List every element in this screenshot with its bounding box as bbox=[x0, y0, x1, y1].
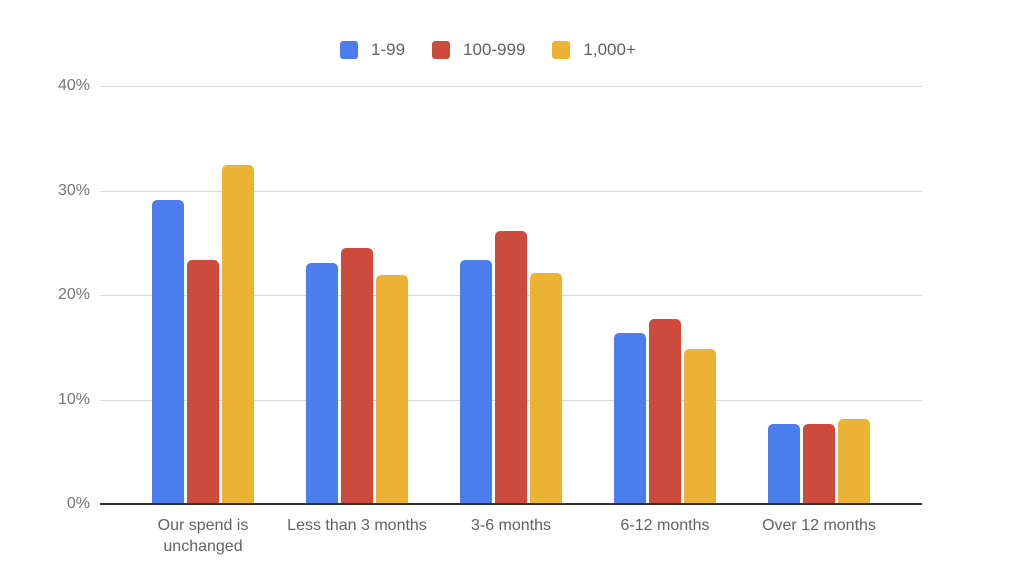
bar-group-4 bbox=[614, 319, 716, 504]
x-axis-category-label: Our spend is unchanged bbox=[157, 517, 249, 555]
bar-group-5 bbox=[768, 419, 870, 504]
legend-swatch-icon bbox=[552, 41, 571, 59]
legend-label: 1,000+ bbox=[583, 40, 636, 59]
bar-g4-s3 bbox=[684, 349, 716, 504]
y-axis-tick-label: 30% bbox=[57, 181, 90, 199]
legend-label: 100-999 bbox=[463, 40, 526, 59]
y-axis-tick-label: 0% bbox=[66, 495, 90, 512]
x-axis-category-label: 6-12 months bbox=[620, 517, 710, 534]
bar-g4-s1 bbox=[614, 332, 646, 504]
bar-group-3 bbox=[460, 231, 562, 504]
x-axis-category-label: Less than 3 months bbox=[287, 517, 427, 534]
legend-item-2: 100-999 bbox=[432, 40, 525, 60]
legend: 1-99 100-999 1,000+ bbox=[340, 40, 636, 60]
x-axis-category-label: 3-6 months bbox=[470, 517, 552, 534]
bar-g3-s2 bbox=[495, 231, 527, 504]
bar-g2-s2 bbox=[341, 248, 373, 504]
x-axis-baseline bbox=[100, 503, 922, 505]
bar-g2-s1 bbox=[306, 262, 338, 504]
legend-swatch-icon bbox=[340, 41, 358, 59]
y-axis-tick-label: 20% bbox=[57, 286, 90, 303]
gridline-40% bbox=[100, 86, 922, 87]
x-axis-category-label: Over 12 months bbox=[762, 517, 876, 534]
bar-g5-s2 bbox=[803, 423, 835, 504]
bar-g2-s3 bbox=[376, 275, 408, 504]
legend-item-1: 1-99 bbox=[340, 40, 405, 60]
y-axis-tick-label: 10% bbox=[57, 390, 90, 408]
legend-item-3: 1,000+ bbox=[552, 40, 636, 60]
bar-g3-s3 bbox=[530, 273, 562, 504]
bar-g4-s2 bbox=[649, 319, 681, 504]
plot-area: 40% 30% 20% 10% 0% Our spend is unchanged Less… bbox=[58, 77, 922, 555]
bar-g5-s3 bbox=[838, 419, 870, 504]
gridline-30% bbox=[100, 190, 922, 192]
bar-g1-s3 bbox=[222, 165, 254, 504]
y-axis-tick-label: 40% bbox=[57, 77, 90, 94]
legend-swatch-icon bbox=[432, 41, 451, 59]
bar-g3-s1 bbox=[460, 259, 492, 504]
bar-g5-s1 bbox=[768, 423, 800, 504]
bar-group-2 bbox=[306, 248, 408, 504]
bar-g1-s1 bbox=[152, 199, 184, 504]
bar-g1-s2 bbox=[187, 259, 219, 504]
bar-group-1 bbox=[152, 165, 254, 504]
legend-label: 1-99 bbox=[371, 40, 406, 59]
